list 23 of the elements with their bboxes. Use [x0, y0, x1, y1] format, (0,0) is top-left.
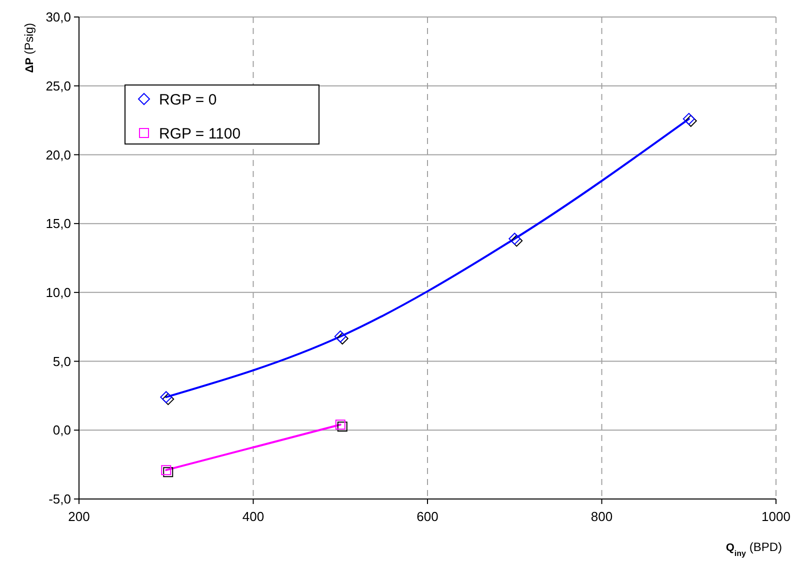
x-tick-label: 600 — [416, 509, 438, 524]
point — [161, 465, 172, 476]
y-axis-title: ΔP (Psig) — [22, 23, 36, 73]
y-tick-label: -5,0 — [48, 492, 71, 507]
legend-label: RGP = 1100 — [159, 125, 241, 142]
y-tick-label: 25,0 — [46, 78, 71, 94]
x-tick-label: 400 — [242, 509, 264, 524]
point — [160, 391, 172, 404]
x-tick-label: 200 — [68, 509, 90, 524]
point — [508, 232, 521, 245]
y-tick-label: 10,0 — [46, 284, 71, 300]
x-tick-label: 800 — [590, 509, 613, 524]
legend-label: RGP = 0 — [159, 91, 217, 108]
y-tick-label: 5,0 — [52, 354, 71, 369]
x-tick-label: 1000 — [762, 509, 790, 524]
x-axis-title: Q$_{iny}$ (BPD) — [726, 540, 782, 558]
y-tick-label: 20,0 — [46, 147, 71, 162]
y-tick-label: 30,0 — [46, 10, 71, 25]
point — [682, 112, 695, 125]
point — [334, 330, 346, 342]
y-tick-label: 15,0 — [46, 216, 71, 232]
point — [335, 420, 346, 430]
y-tick-label: 0,0 — [52, 422, 71, 438]
